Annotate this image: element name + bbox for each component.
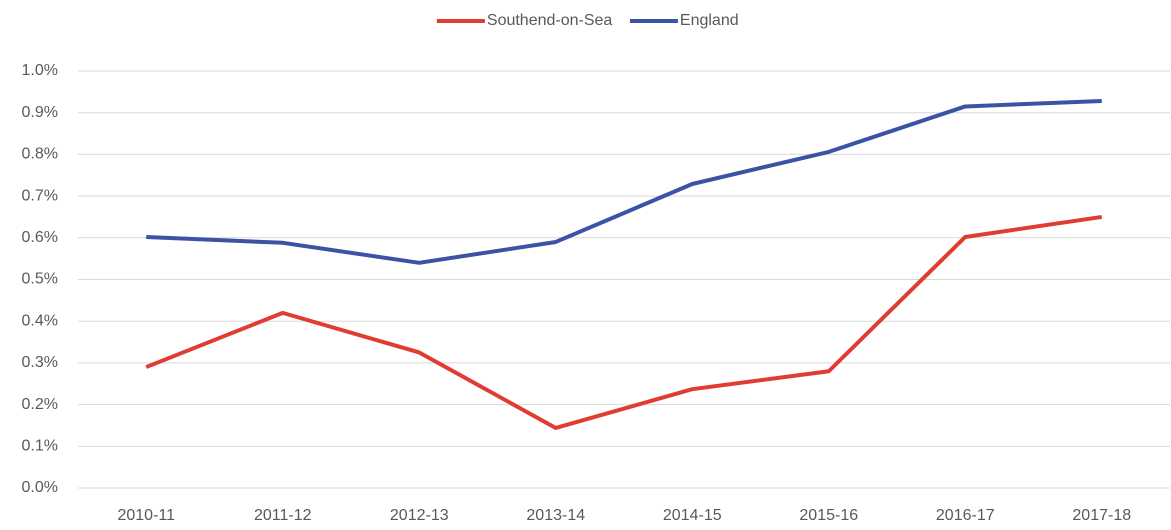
y-tick-label: 0.8%: [22, 146, 58, 163]
y-tick-label: 0.1%: [22, 438, 58, 455]
y-tick-label: 0.5%: [22, 271, 58, 288]
y-tick-label: 1.0%: [22, 62, 58, 79]
x-tick-label: 2015-16: [799, 507, 858, 524]
y-tick-label: 0.9%: [22, 104, 58, 121]
series-line: [146, 99, 1102, 265]
x-tick-label: 2011-12: [254, 507, 312, 524]
y-tick-label: 0.6%: [22, 229, 58, 246]
x-tick-label: 2016-17: [936, 507, 995, 524]
x-tick-label: 2017-18: [1072, 507, 1131, 524]
x-tick-label: 2010-11: [117, 507, 175, 524]
series-line: [145, 214, 1103, 430]
legend-label: Southend-on-Sea: [487, 12, 613, 29]
legend-label: England: [680, 12, 739, 29]
y-tick-label: 0.4%: [22, 312, 58, 329]
y-tick-label: 0.3%: [22, 354, 58, 371]
x-tick-label: 2014-15: [663, 507, 722, 524]
x-tick-label: 2012-13: [390, 507, 449, 524]
y-tick-label: 0.2%: [22, 396, 58, 413]
x-tick-label: 2013-14: [526, 507, 585, 524]
y-tick-label: 0.7%: [22, 187, 58, 204]
y-tick-label: 0.0%: [22, 479, 58, 496]
